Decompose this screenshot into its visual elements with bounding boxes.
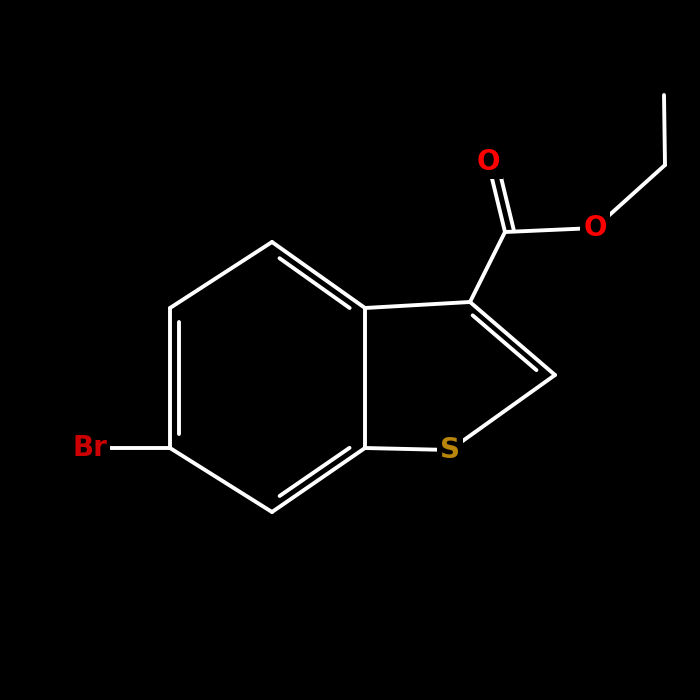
Text: O: O	[476, 148, 500, 176]
Text: S: S	[440, 436, 460, 464]
Text: Br: Br	[73, 434, 107, 462]
Text: O: O	[583, 214, 607, 242]
